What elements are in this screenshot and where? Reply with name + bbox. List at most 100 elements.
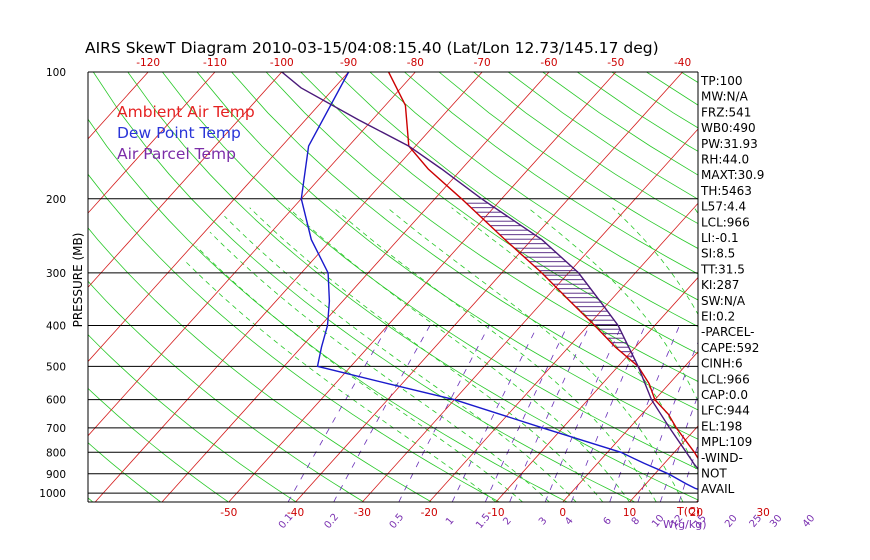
isotherm-line xyxy=(88,72,216,214)
mixing-ratio-line xyxy=(544,325,622,502)
dry-adiabat-line xyxy=(127,72,698,501)
isotherm-line xyxy=(428,202,698,502)
top-tick-label: -40 xyxy=(674,57,691,69)
isotherm-line xyxy=(562,351,698,502)
pressure-tick-label: 200 xyxy=(46,194,66,206)
series-line xyxy=(300,72,698,490)
mixing-ratio-line xyxy=(398,325,490,502)
mixing-ratio-line xyxy=(758,326,812,503)
mixing-ratio-line xyxy=(571,325,646,502)
dry-adiabat-line xyxy=(0,72,25,502)
dry-adiabat-line xyxy=(404,72,698,275)
mixing-ratio-tick-label: 30 xyxy=(768,513,785,530)
isotherm-line xyxy=(161,72,550,502)
index-entry: AVAIL xyxy=(701,482,735,496)
mixing-ratio-line xyxy=(778,326,830,503)
moist-adiabat-line xyxy=(527,207,698,402)
dry-adiabat-line xyxy=(438,72,698,249)
mixing-ratio-tick-label: 20 xyxy=(723,513,740,530)
series-line xyxy=(281,72,698,471)
index-entry: FRZ:541 xyxy=(701,105,751,119)
bottom-tick-label: 0 xyxy=(559,507,566,519)
isotherm-line xyxy=(88,72,349,363)
index-entry: TP:100 xyxy=(700,74,743,88)
mixing-ratio-tick-label: 6 xyxy=(602,515,615,527)
index-entry: KI:287 xyxy=(701,278,739,292)
index-entry: -PARCEL- xyxy=(701,325,755,339)
moist-adiabat-line xyxy=(451,207,698,475)
bottom-tick-label: 10 xyxy=(623,507,636,519)
index-entry: WB0:490 xyxy=(701,121,756,135)
mixing-ratio-line xyxy=(509,325,590,502)
moist-adiabat-line xyxy=(196,246,523,502)
isotherm-line xyxy=(0,72,81,502)
pressure-tick-label: 1000 xyxy=(39,488,66,500)
bottom-tick-label: -20 xyxy=(421,507,438,519)
dry-adiabat-line xyxy=(369,72,698,301)
index-entry: LCL:966 xyxy=(701,215,750,229)
pressure-ticks: 100 200 300 400 500 600 700 800 900 1000 xyxy=(39,67,66,500)
bottom-temperature-ticks: -50 -40 -30 -20 -10 0 10 20 30 xyxy=(220,507,770,519)
mixing-ratio-tick-label: 4 xyxy=(563,515,576,527)
index-entry: RH:44.0 xyxy=(701,153,749,167)
mixing-ratio-tick-label: 0.2 xyxy=(322,512,341,531)
dry-adiabat-line xyxy=(88,173,500,502)
mixing-ratio-tick-label: 1 xyxy=(444,515,457,527)
index-entry: MW:N/A xyxy=(701,90,749,104)
top-tick-label: -120 xyxy=(136,57,160,69)
top-tick-label: -90 xyxy=(340,57,357,69)
isotherm-line xyxy=(763,72,870,502)
pressure-tick-label: 500 xyxy=(46,361,66,373)
top-tick-label: -100 xyxy=(270,57,294,69)
dry-adiabat-line xyxy=(88,280,365,502)
isotherm-line xyxy=(0,72,15,502)
index-entry: TT:31.5 xyxy=(700,262,745,276)
index-entry: EL:198 xyxy=(701,419,742,433)
bottom-tick-label: -30 xyxy=(354,507,371,519)
moist-adiabat-line xyxy=(224,215,577,502)
bottom-tick-label: -40 xyxy=(287,507,304,519)
moist-adiabat-line xyxy=(763,208,816,502)
mixing-ratio-line xyxy=(484,325,568,502)
top-tick-label: -110 xyxy=(203,57,227,69)
mixing-ratio-line xyxy=(287,325,389,502)
mixing-ratio-tick-label: 8 xyxy=(630,515,643,527)
index-entry: L57:4.4 xyxy=(701,200,746,214)
pressure-tick-label: 900 xyxy=(46,469,66,481)
top-tick-label: -70 xyxy=(474,57,491,69)
dry-adiabat-line xyxy=(88,334,297,502)
top-tick-label: -80 xyxy=(407,57,424,69)
isotherm-line xyxy=(629,425,698,502)
legend-entry: Ambient Air Temp xyxy=(117,103,255,121)
pressure-tick-label: 400 xyxy=(46,321,66,333)
index-entry: SW:N/A xyxy=(701,294,746,308)
moist-adiabat-line xyxy=(333,207,657,502)
bottom-tick-label: 20 xyxy=(690,507,703,519)
mixing-ratio-tick-label: 40 xyxy=(801,513,818,530)
legend-entry: Dew Point Temp xyxy=(117,124,241,142)
mixing-ratio-line xyxy=(451,325,538,502)
isobar-lines xyxy=(88,198,698,494)
index-entry: PW:31.93 xyxy=(701,137,758,151)
mixing-ratio-lines xyxy=(287,325,859,503)
pressure-tick-label: 600 xyxy=(46,395,66,407)
mixing-ratio-tick-label: 3 xyxy=(537,515,550,527)
dry-adiabat-line xyxy=(162,72,698,470)
index-entry: MPL:109 xyxy=(701,435,752,449)
mixing-ratio-tick-label: 0.5 xyxy=(388,512,407,531)
dry-adiabat-line xyxy=(88,227,432,502)
index-entry: CAPE:592 xyxy=(701,341,759,355)
index-entry: CINH:6 xyxy=(701,357,743,371)
isotherm-line xyxy=(228,72,617,502)
top-tick-label: -60 xyxy=(540,57,557,69)
bottom-tick-label: 30 xyxy=(756,507,769,519)
mixing-ratio-label: W(g/kg) xyxy=(663,518,707,531)
isotherm-line xyxy=(495,276,698,502)
index-entry: LFC:944 xyxy=(701,404,750,418)
dry-adiabat-line xyxy=(646,72,698,106)
pressure-tick-label: 300 xyxy=(46,268,66,280)
pressure-tick-label: 100 xyxy=(46,67,66,79)
mixing-ratio-line xyxy=(811,326,859,503)
index-entry: MAXT:30.9 xyxy=(701,168,764,182)
mixing-ratio-line xyxy=(333,325,431,502)
